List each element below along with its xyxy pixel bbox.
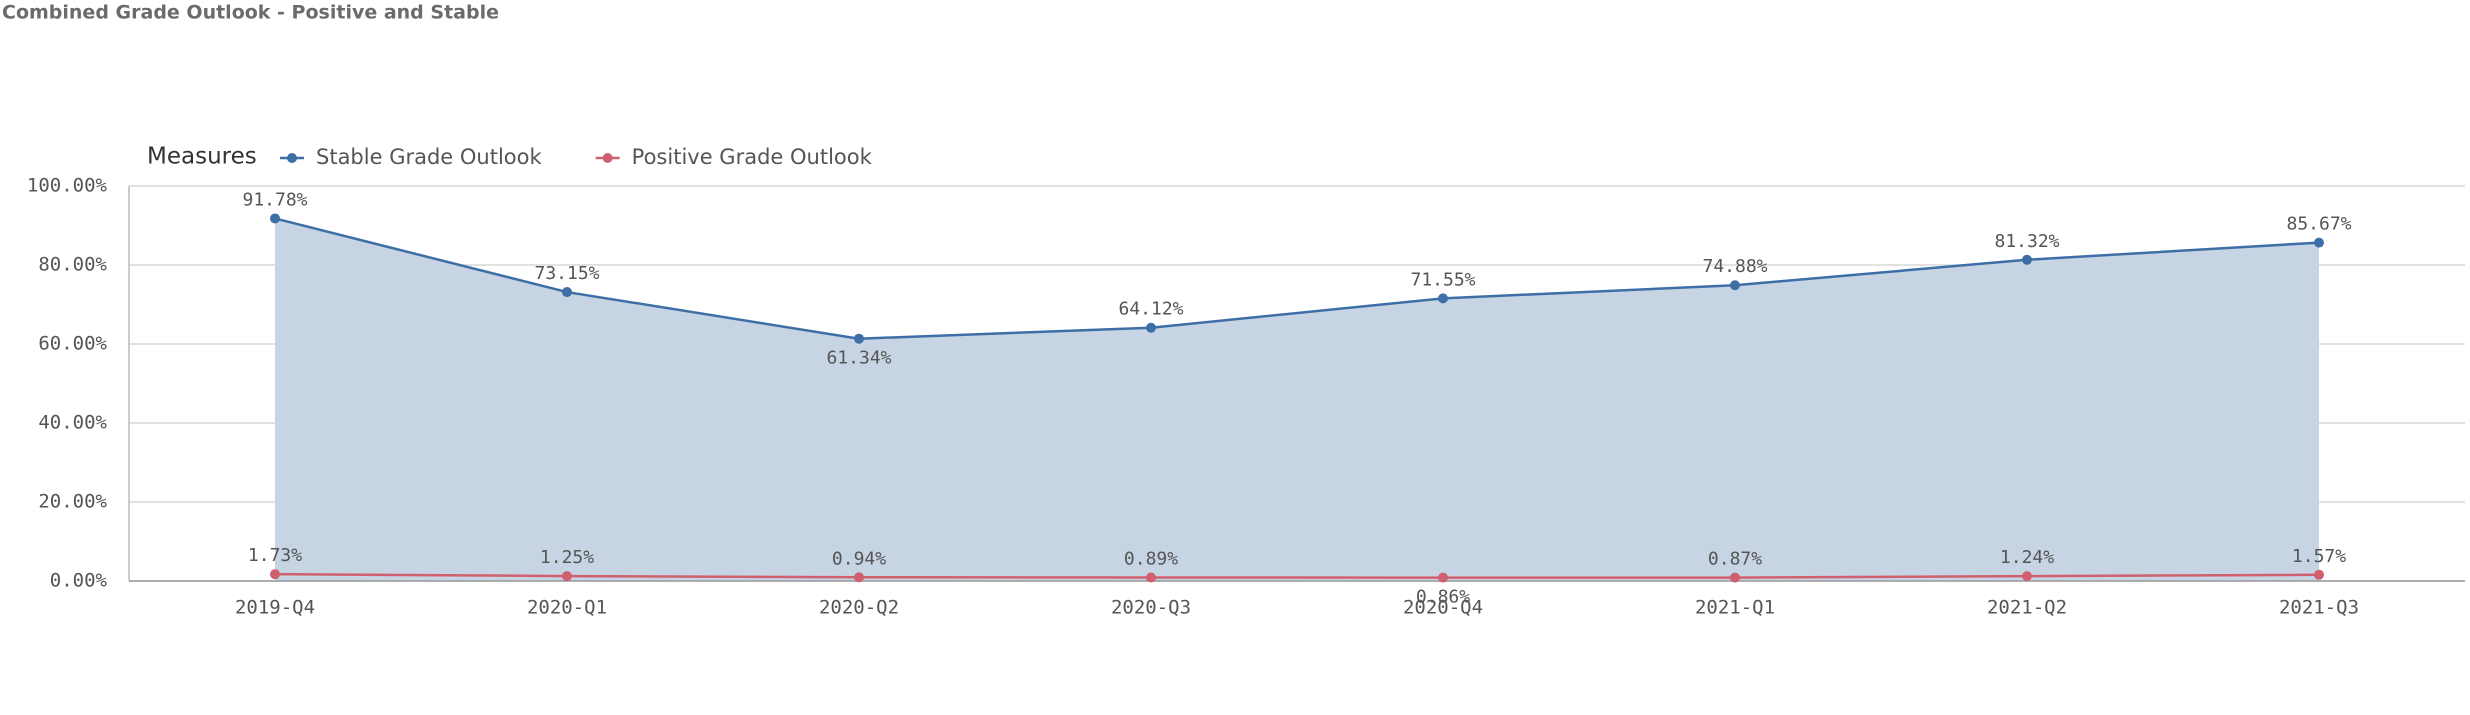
point: [854, 572, 864, 583]
y-tick-label: 20.00%: [38, 491, 107, 513]
value-label: 91.78%: [242, 189, 307, 210]
y-tick-label: 100.00%: [27, 175, 108, 197]
legend-item: Positive Grade Outlook: [595, 145, 873, 169]
value-label: 61.34%: [826, 348, 891, 369]
value-label: 74.88%: [1702, 256, 1767, 277]
point: [2314, 237, 2324, 248]
x-tick-label: 2019-Q4: [235, 597, 315, 619]
value-label: 1.73%: [248, 545, 302, 566]
area: [275, 218, 2319, 581]
value-label: 64.12%: [1118, 299, 1183, 320]
value-label: 0.86%: [1416, 587, 1470, 608]
point: [1438, 293, 1448, 304]
y-tick-label: 80.00%: [38, 254, 107, 276]
value-label: 73.15%: [534, 263, 599, 284]
point: [2314, 569, 2324, 580]
value-label: 1.24%: [2000, 547, 2054, 568]
point: [1730, 572, 1740, 583]
line: [274, 572, 2320, 579]
value-label: 85.67%: [2286, 214, 2351, 235]
point: [854, 333, 864, 344]
value-label: 81.32%: [1994, 231, 2059, 252]
point: [1730, 280, 1740, 291]
point: [1438, 572, 1448, 583]
point: [2022, 254, 2032, 265]
point: [270, 569, 280, 580]
legend-label: Stable Grade Outlook: [316, 145, 542, 169]
legend-label: Positive Grade Outlook: [632, 145, 873, 169]
point: [1146, 572, 1156, 583]
x-tick-label: 2021-Q3: [2279, 597, 2359, 619]
value-label: 1.57%: [2292, 546, 2346, 567]
legend-marker: [287, 153, 297, 163]
legend-title: Measures: [147, 144, 257, 170]
point: [562, 287, 572, 298]
value-label: 0.87%: [1708, 549, 1762, 570]
value-label: 1.25%: [540, 547, 594, 568]
point: [562, 571, 572, 582]
point: [270, 213, 280, 224]
legend-marker: [602, 153, 613, 163]
y-tick-label: 0.00%: [50, 570, 108, 592]
x-tick-label: 2021-Q2: [1987, 597, 2067, 619]
legend-item: Stable Grade Outlook: [280, 145, 542, 169]
value-label: 71.55%: [1410, 269, 1475, 290]
x-tick-label: 2020-Q2: [819, 597, 899, 619]
value-label: 0.89%: [1124, 548, 1178, 569]
line: [274, 217, 2320, 340]
x-tick-label: 2020-Q1: [527, 597, 607, 619]
point: [1146, 322, 1156, 333]
y-tick-label: 60.00%: [38, 333, 107, 355]
y-tick-label: 40.00%: [38, 412, 107, 434]
chart-title: Combined Grade Outlook - Positive and St…: [2, 2, 499, 24]
x-tick-label: 2021-Q1: [1695, 597, 1775, 619]
x-tick-label: 2020-Q3: [1111, 597, 1191, 619]
x-tick-label: 2020-Q4: [1403, 597, 1483, 619]
value-label: 0.94%: [832, 548, 886, 569]
point: [2022, 571, 2032, 582]
